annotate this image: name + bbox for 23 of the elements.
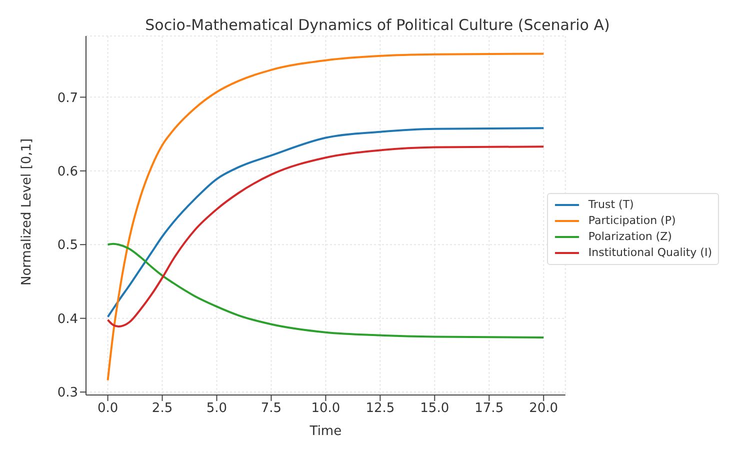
x-tick-label: 5.0 xyxy=(206,401,228,416)
x-tick-label: 7.5 xyxy=(260,401,282,416)
legend-label: Polarization (Z) xyxy=(588,229,672,245)
legend-label: Institutional Quality (I) xyxy=(588,245,712,261)
line-series xyxy=(106,52,545,382)
y-tick-label: 0.4 xyxy=(57,312,78,327)
x-axis-title: Time xyxy=(308,424,342,439)
y-tick-label: 0.5 xyxy=(57,238,78,254)
x-tick-label: 10.0 xyxy=(311,401,340,416)
chart-title: Socio-Mathematical Dynamics of Political Culture (Scenario A) xyxy=(144,16,611,34)
y-tick-label: 0.6 xyxy=(57,164,78,180)
x-tick-label: 0.0 xyxy=(97,401,118,416)
x-tick-label: 12.5 xyxy=(366,401,395,416)
x-tick-label: 15.0 xyxy=(420,401,450,416)
x-tick-label: 20.0 xyxy=(529,401,558,416)
y-tick-label: 0.7 xyxy=(57,90,78,106)
x-tick-label: 17.5 xyxy=(474,401,504,416)
x-tick-label: 2.5 xyxy=(152,401,173,416)
y-axis-title: Normalized Level [0,1] xyxy=(20,138,35,286)
legend-label: Participation (P) xyxy=(588,213,676,229)
y-tick-label: 0.3 xyxy=(57,386,78,401)
legend-label: Trust (T) xyxy=(588,197,634,213)
line-series xyxy=(106,242,545,338)
